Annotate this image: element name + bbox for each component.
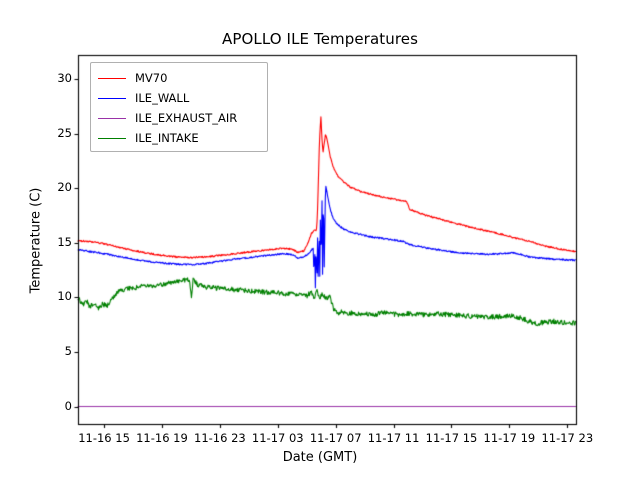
legend-line-swatch: [98, 117, 126, 119]
y-tick-label: 30: [57, 71, 72, 86]
x-tick-label: 11-17 07: [309, 431, 362, 445]
legend-item-ile_intake[interactable]: ILE_INTAKE: [98, 128, 261, 148]
legend-item-ile_exhaust_air[interactable]: ILE_EXHAUST_AIR: [98, 108, 261, 128]
legend-line-swatch: [98, 97, 126, 99]
chart-legend: MV70 ILE_WALL ILE_EXHAUST_AIR ILE_INTAKE: [90, 62, 268, 152]
x-tick-label: 11-17 23: [541, 431, 594, 445]
x-tick-label: 11-16 19: [136, 431, 188, 445]
y-tick-label: 20: [57, 180, 72, 195]
x-tick-label: 11-16 15: [78, 431, 130, 445]
y-tick-label: 25: [57, 125, 72, 140]
legend-line-swatch: [98, 137, 126, 139]
x-axis-label: Date (GMT): [282, 450, 358, 465]
y-tick-label: 0: [64, 398, 72, 413]
x-tick-label: 11-17 15: [425, 431, 478, 445]
y-tick-label: 10: [57, 289, 72, 304]
legend-label: ILE_EXHAUST_AIR: [135, 111, 238, 125]
legend-label: ILE_WALL: [135, 91, 190, 105]
legend-item-mv70[interactable]: MV70: [98, 68, 261, 88]
legend-label: ILE_INTAKE: [135, 131, 199, 145]
y-tick-label: 15: [57, 234, 72, 249]
x-tick-label: 11-17 19: [483, 431, 536, 445]
chart-title: APOLLO ILE Temperatures: [221, 30, 419, 48]
x-tick-label: 11-17 11: [367, 431, 420, 445]
x-tick-label: 11-16 23: [194, 431, 246, 445]
legend-line-swatch: [98, 77, 126, 79]
legend-label: MV70: [135, 71, 168, 85]
y-tick-label: 5: [64, 343, 72, 358]
x-tick-label: 11-17 03: [251, 431, 304, 445]
legend-item-ile_wall[interactable]: ILE_WALL: [98, 88, 261, 108]
